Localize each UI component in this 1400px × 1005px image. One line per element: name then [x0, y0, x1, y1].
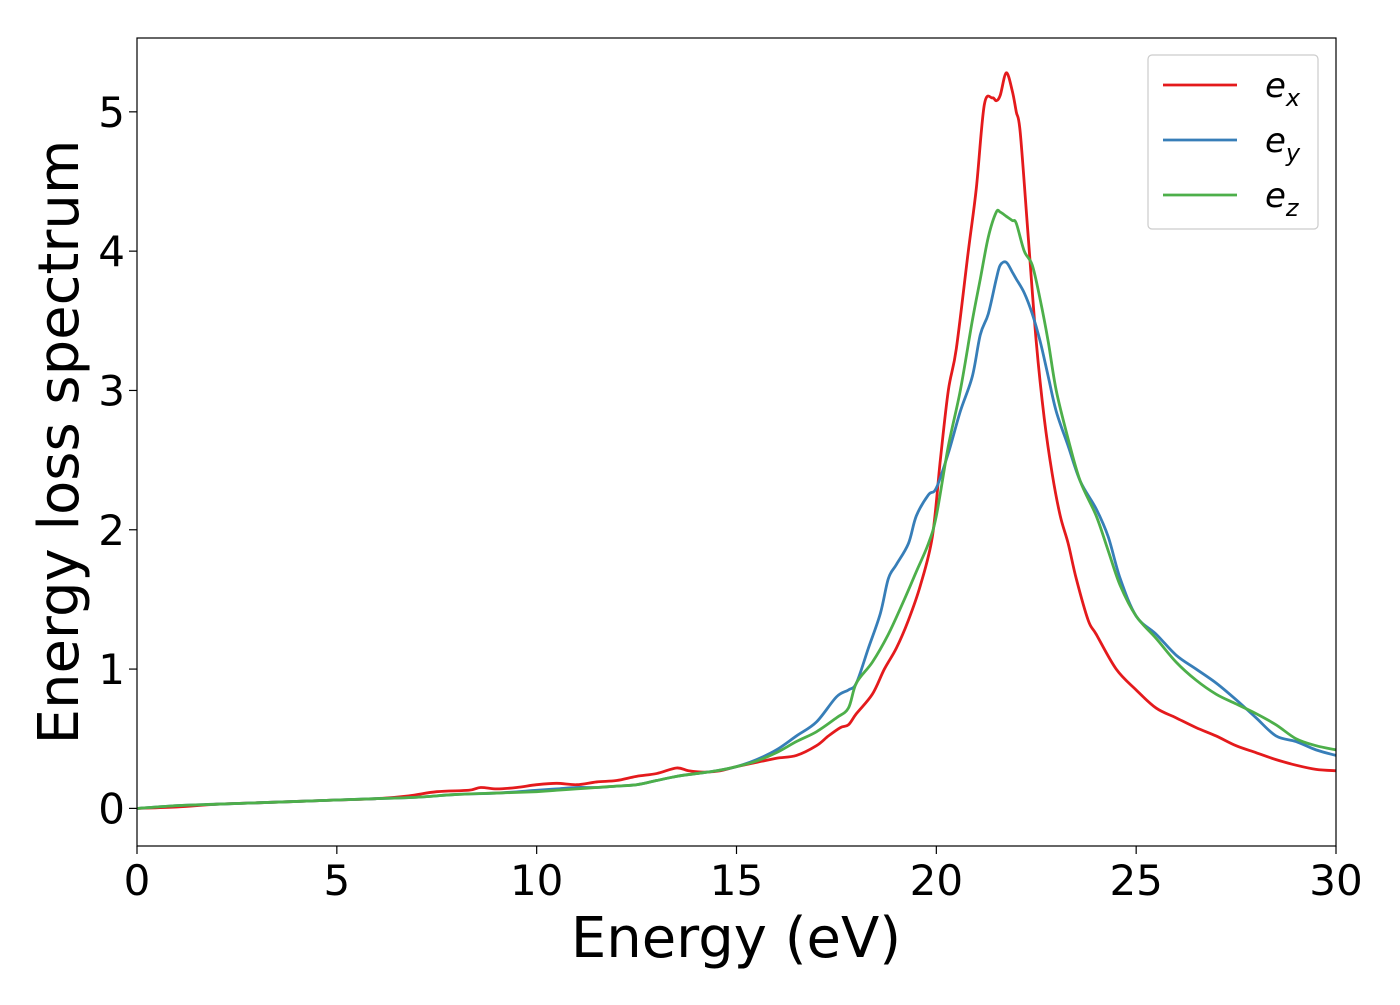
y-tick-label: 0 — [98, 784, 125, 833]
y-tick-label: 2 — [98, 506, 125, 555]
x-tick-label: 30 — [1309, 856, 1362, 905]
y-tick-label: 3 — [98, 366, 125, 415]
legend-label-z: ez — [1265, 176, 1300, 222]
legend: ex ey ez — [1147, 54, 1319, 230]
legend-box — [1147, 54, 1319, 230]
series-line-z — [137, 208, 1336, 810]
x-axis-ticks: 0 5 10 15 20 25 30 — [124, 846, 1363, 905]
y-tick-label: 1 — [98, 645, 125, 694]
x-tick-label: 20 — [910, 856, 963, 905]
series-layer — [137, 71, 1336, 810]
x-tick-label: 25 — [1109, 856, 1162, 905]
x-tick-label: 15 — [710, 856, 763, 905]
series-line-y — [137, 260, 1336, 810]
legend-items: ex ey ez — [1163, 66, 1301, 222]
legend-label-x: ex — [1265, 66, 1301, 112]
series-line-x — [137, 71, 1336, 810]
x-tick-label: 5 — [323, 856, 350, 905]
y-tick-label: 5 — [98, 88, 125, 137]
y-tick-label: 4 — [98, 227, 125, 276]
legend-label-y: ey — [1265, 121, 1301, 167]
y-axis-label: Energy loss spectrum — [27, 140, 92, 745]
x-tick-label: 0 — [124, 856, 151, 905]
x-tick-label: 10 — [510, 856, 563, 905]
x-axis-label: Energy (eV) — [571, 906, 901, 971]
y-axis-ticks: 0 1 2 3 4 5 — [98, 88, 137, 833]
